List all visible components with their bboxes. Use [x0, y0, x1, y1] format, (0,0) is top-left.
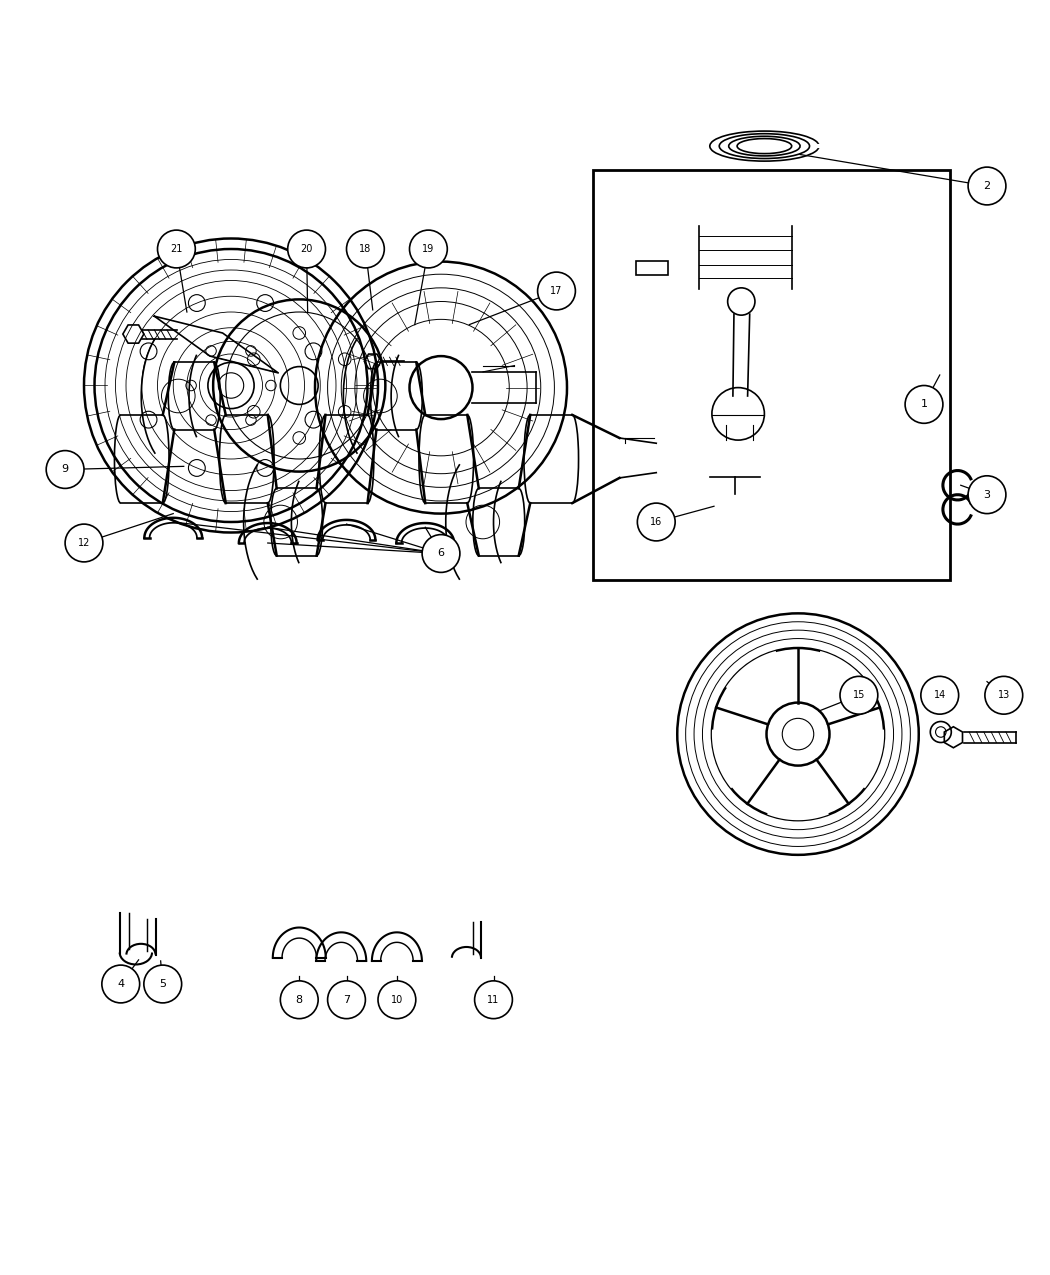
Polygon shape: [806, 652, 870, 717]
Polygon shape: [768, 764, 828, 820]
Text: 3: 3: [984, 490, 990, 500]
Text: 18: 18: [359, 244, 372, 254]
Text: 8: 8: [296, 994, 302, 1005]
Circle shape: [422, 534, 460, 572]
Circle shape: [65, 524, 103, 562]
Polygon shape: [712, 729, 774, 788]
Text: 10: 10: [391, 994, 403, 1005]
Circle shape: [637, 504, 675, 541]
Text: 9: 9: [62, 464, 68, 474]
Circle shape: [538, 272, 575, 310]
Text: 19: 19: [422, 244, 435, 254]
Circle shape: [921, 676, 959, 714]
Circle shape: [378, 980, 416, 1019]
Bar: [593, 171, 950, 580]
Circle shape: [280, 980, 318, 1019]
Bar: [636, 261, 668, 274]
Circle shape: [985, 676, 1023, 714]
Circle shape: [905, 385, 943, 423]
Circle shape: [46, 450, 84, 488]
Text: 17: 17: [550, 286, 563, 296]
Text: 13: 13: [998, 690, 1010, 700]
Text: 7: 7: [343, 994, 350, 1005]
Circle shape: [346, 230, 384, 268]
Circle shape: [288, 230, 326, 268]
Circle shape: [158, 230, 195, 268]
Text: 2: 2: [984, 181, 990, 191]
Circle shape: [144, 965, 182, 1003]
Text: 14: 14: [933, 690, 946, 700]
Circle shape: [328, 980, 365, 1019]
Circle shape: [102, 965, 140, 1003]
Circle shape: [968, 476, 1006, 514]
Text: 4: 4: [118, 979, 124, 989]
Text: 1: 1: [921, 399, 927, 409]
Polygon shape: [822, 729, 884, 788]
Polygon shape: [726, 652, 790, 717]
Circle shape: [410, 230, 447, 268]
Circle shape: [968, 167, 1006, 205]
Text: 20: 20: [300, 244, 313, 254]
Text: 16: 16: [650, 516, 663, 527]
Circle shape: [840, 676, 878, 714]
Text: 6: 6: [438, 548, 444, 558]
Text: 21: 21: [170, 244, 183, 254]
Text: 5: 5: [160, 979, 166, 989]
Text: 12: 12: [78, 538, 90, 548]
Circle shape: [475, 980, 512, 1019]
Text: 15: 15: [853, 690, 865, 700]
Text: 11: 11: [487, 994, 500, 1005]
